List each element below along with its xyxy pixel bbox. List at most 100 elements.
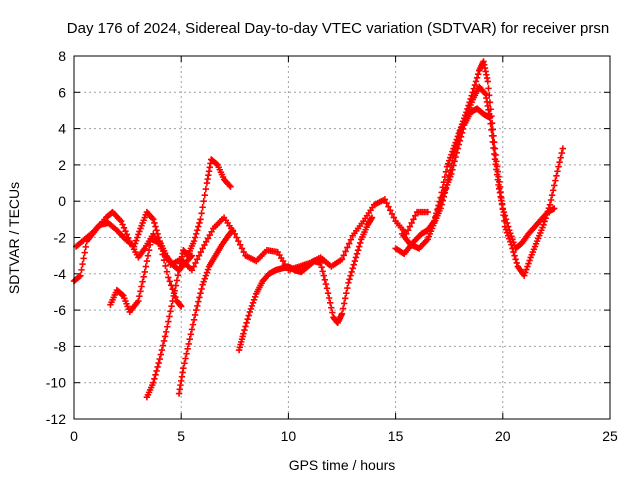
data-point <box>201 191 208 199</box>
data-point <box>184 345 191 353</box>
x-tick-label: 10 <box>281 428 297 444</box>
data-point <box>169 297 176 305</box>
data-point <box>448 170 455 178</box>
data-point <box>473 74 481 81</box>
data-point <box>523 266 530 273</box>
data-point <box>439 193 446 200</box>
data-point <box>454 145 461 152</box>
series-arc-1 <box>70 196 431 285</box>
data-point <box>325 294 333 302</box>
data-point <box>559 145 567 152</box>
x-axis-label: GPS time / hours <box>289 457 396 473</box>
data-point <box>161 333 169 340</box>
data-point <box>119 291 126 298</box>
x-tick-label: 15 <box>388 428 404 444</box>
y-tick-label: -12 <box>46 411 66 427</box>
data-point <box>185 340 192 348</box>
data-point <box>165 318 172 325</box>
data-point <box>181 360 188 367</box>
data-point <box>151 219 158 227</box>
data-point <box>186 335 193 343</box>
data-point <box>226 182 233 189</box>
data-point <box>343 289 350 297</box>
data-point <box>199 281 206 288</box>
data-point <box>324 289 332 297</box>
data-point <box>242 323 249 330</box>
data-point <box>489 138 496 146</box>
data-point <box>512 256 519 263</box>
data-point <box>244 315 251 323</box>
plot-frame <box>73 55 611 420</box>
y-tick-label: -8 <box>54 338 67 354</box>
data-point <box>459 125 467 133</box>
data-point <box>328 304 335 311</box>
data-point <box>388 210 396 218</box>
data-point <box>317 259 324 267</box>
data-point <box>235 237 242 245</box>
data-point <box>213 160 220 168</box>
data-point <box>152 371 159 379</box>
x-tick-label: 25 <box>602 428 618 444</box>
data-point <box>172 282 180 289</box>
data-point <box>424 208 431 216</box>
data-point <box>524 263 531 270</box>
data-point <box>557 154 564 161</box>
data-point <box>196 294 203 301</box>
data-point <box>508 233 515 240</box>
data-point <box>168 302 175 310</box>
data-point <box>541 218 548 225</box>
data-point <box>340 252 347 259</box>
data-point <box>546 201 554 209</box>
data-point <box>342 295 349 302</box>
data-point <box>135 231 142 238</box>
data-point <box>196 219 203 227</box>
data-point <box>438 196 445 203</box>
data-point <box>471 81 479 89</box>
data-point <box>246 308 254 316</box>
data-point <box>348 268 355 276</box>
data-point <box>526 257 533 264</box>
data-point <box>162 328 170 336</box>
data-point <box>203 269 211 276</box>
data-point <box>142 263 150 270</box>
data-point <box>344 244 351 251</box>
data-point <box>238 245 246 252</box>
data-point <box>191 311 199 319</box>
data-point <box>188 266 196 274</box>
data-point <box>180 364 187 372</box>
data-point <box>452 153 459 161</box>
data-point <box>198 210 205 217</box>
data-point <box>346 276 353 283</box>
data-point <box>200 278 207 285</box>
data-point <box>486 114 494 121</box>
data-point <box>195 252 203 259</box>
data-point <box>352 254 360 261</box>
series-arc-4 <box>143 156 234 401</box>
data-point <box>190 263 197 270</box>
data-point <box>357 239 364 247</box>
data-point <box>555 163 562 170</box>
data-point <box>500 208 508 216</box>
data-point <box>193 230 200 238</box>
data-point <box>199 245 206 252</box>
data-point <box>449 166 456 173</box>
data-point <box>154 230 161 238</box>
data-point <box>173 277 181 284</box>
data-point <box>245 312 252 319</box>
data-point <box>82 243 89 251</box>
data-point <box>351 257 359 265</box>
data-point <box>204 235 212 242</box>
data-point <box>455 141 463 148</box>
data-point <box>350 261 357 268</box>
x-tick-label: 5 <box>177 428 185 444</box>
y-tick-label: -6 <box>54 302 67 318</box>
data-point <box>195 223 202 230</box>
data-point <box>485 85 492 92</box>
data-point <box>152 223 159 230</box>
data-point <box>155 234 162 241</box>
data-point <box>499 205 506 212</box>
data-point <box>247 305 255 313</box>
data-point <box>134 234 141 241</box>
data-point <box>150 216 157 223</box>
data-point <box>197 289 204 297</box>
